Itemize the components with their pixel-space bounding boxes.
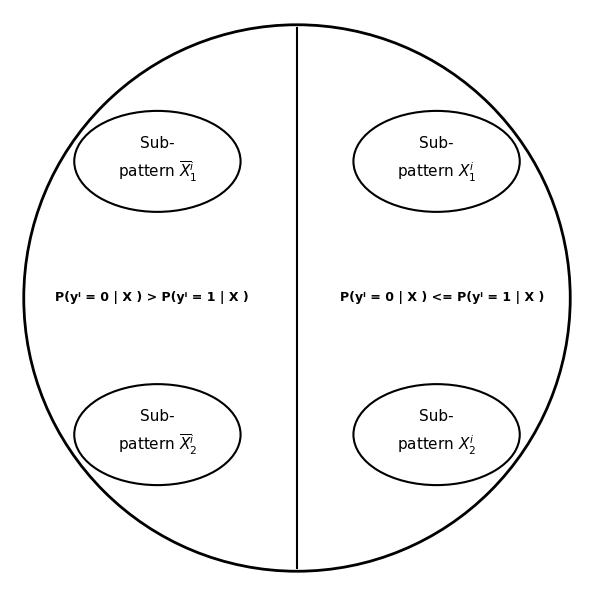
Text: pattern $\overline{X}_1^i$: pattern $\overline{X}_1^i$ — [118, 160, 197, 184]
Text: Sub-: Sub- — [140, 136, 175, 151]
Text: pattern $\overline{X}_2^i$: pattern $\overline{X}_2^i$ — [118, 433, 197, 458]
Text: P(yⁱ = 0 | X ) > P(yⁱ = 1 | X ): P(yⁱ = 0 | X ) > P(yⁱ = 1 | X ) — [55, 291, 248, 305]
Text: pattern $X_1^i$: pattern $X_1^i$ — [397, 160, 476, 184]
Text: pattern $X_2^i$: pattern $X_2^i$ — [397, 434, 476, 457]
Text: Sub-: Sub- — [419, 409, 454, 424]
Text: Sub-: Sub- — [140, 409, 175, 424]
Text: Sub-: Sub- — [419, 136, 454, 151]
Text: P(yⁱ = 0 | X ) <= P(yⁱ = 1 | X ): P(yⁱ = 0 | X ) <= P(yⁱ = 1 | X ) — [340, 291, 545, 305]
